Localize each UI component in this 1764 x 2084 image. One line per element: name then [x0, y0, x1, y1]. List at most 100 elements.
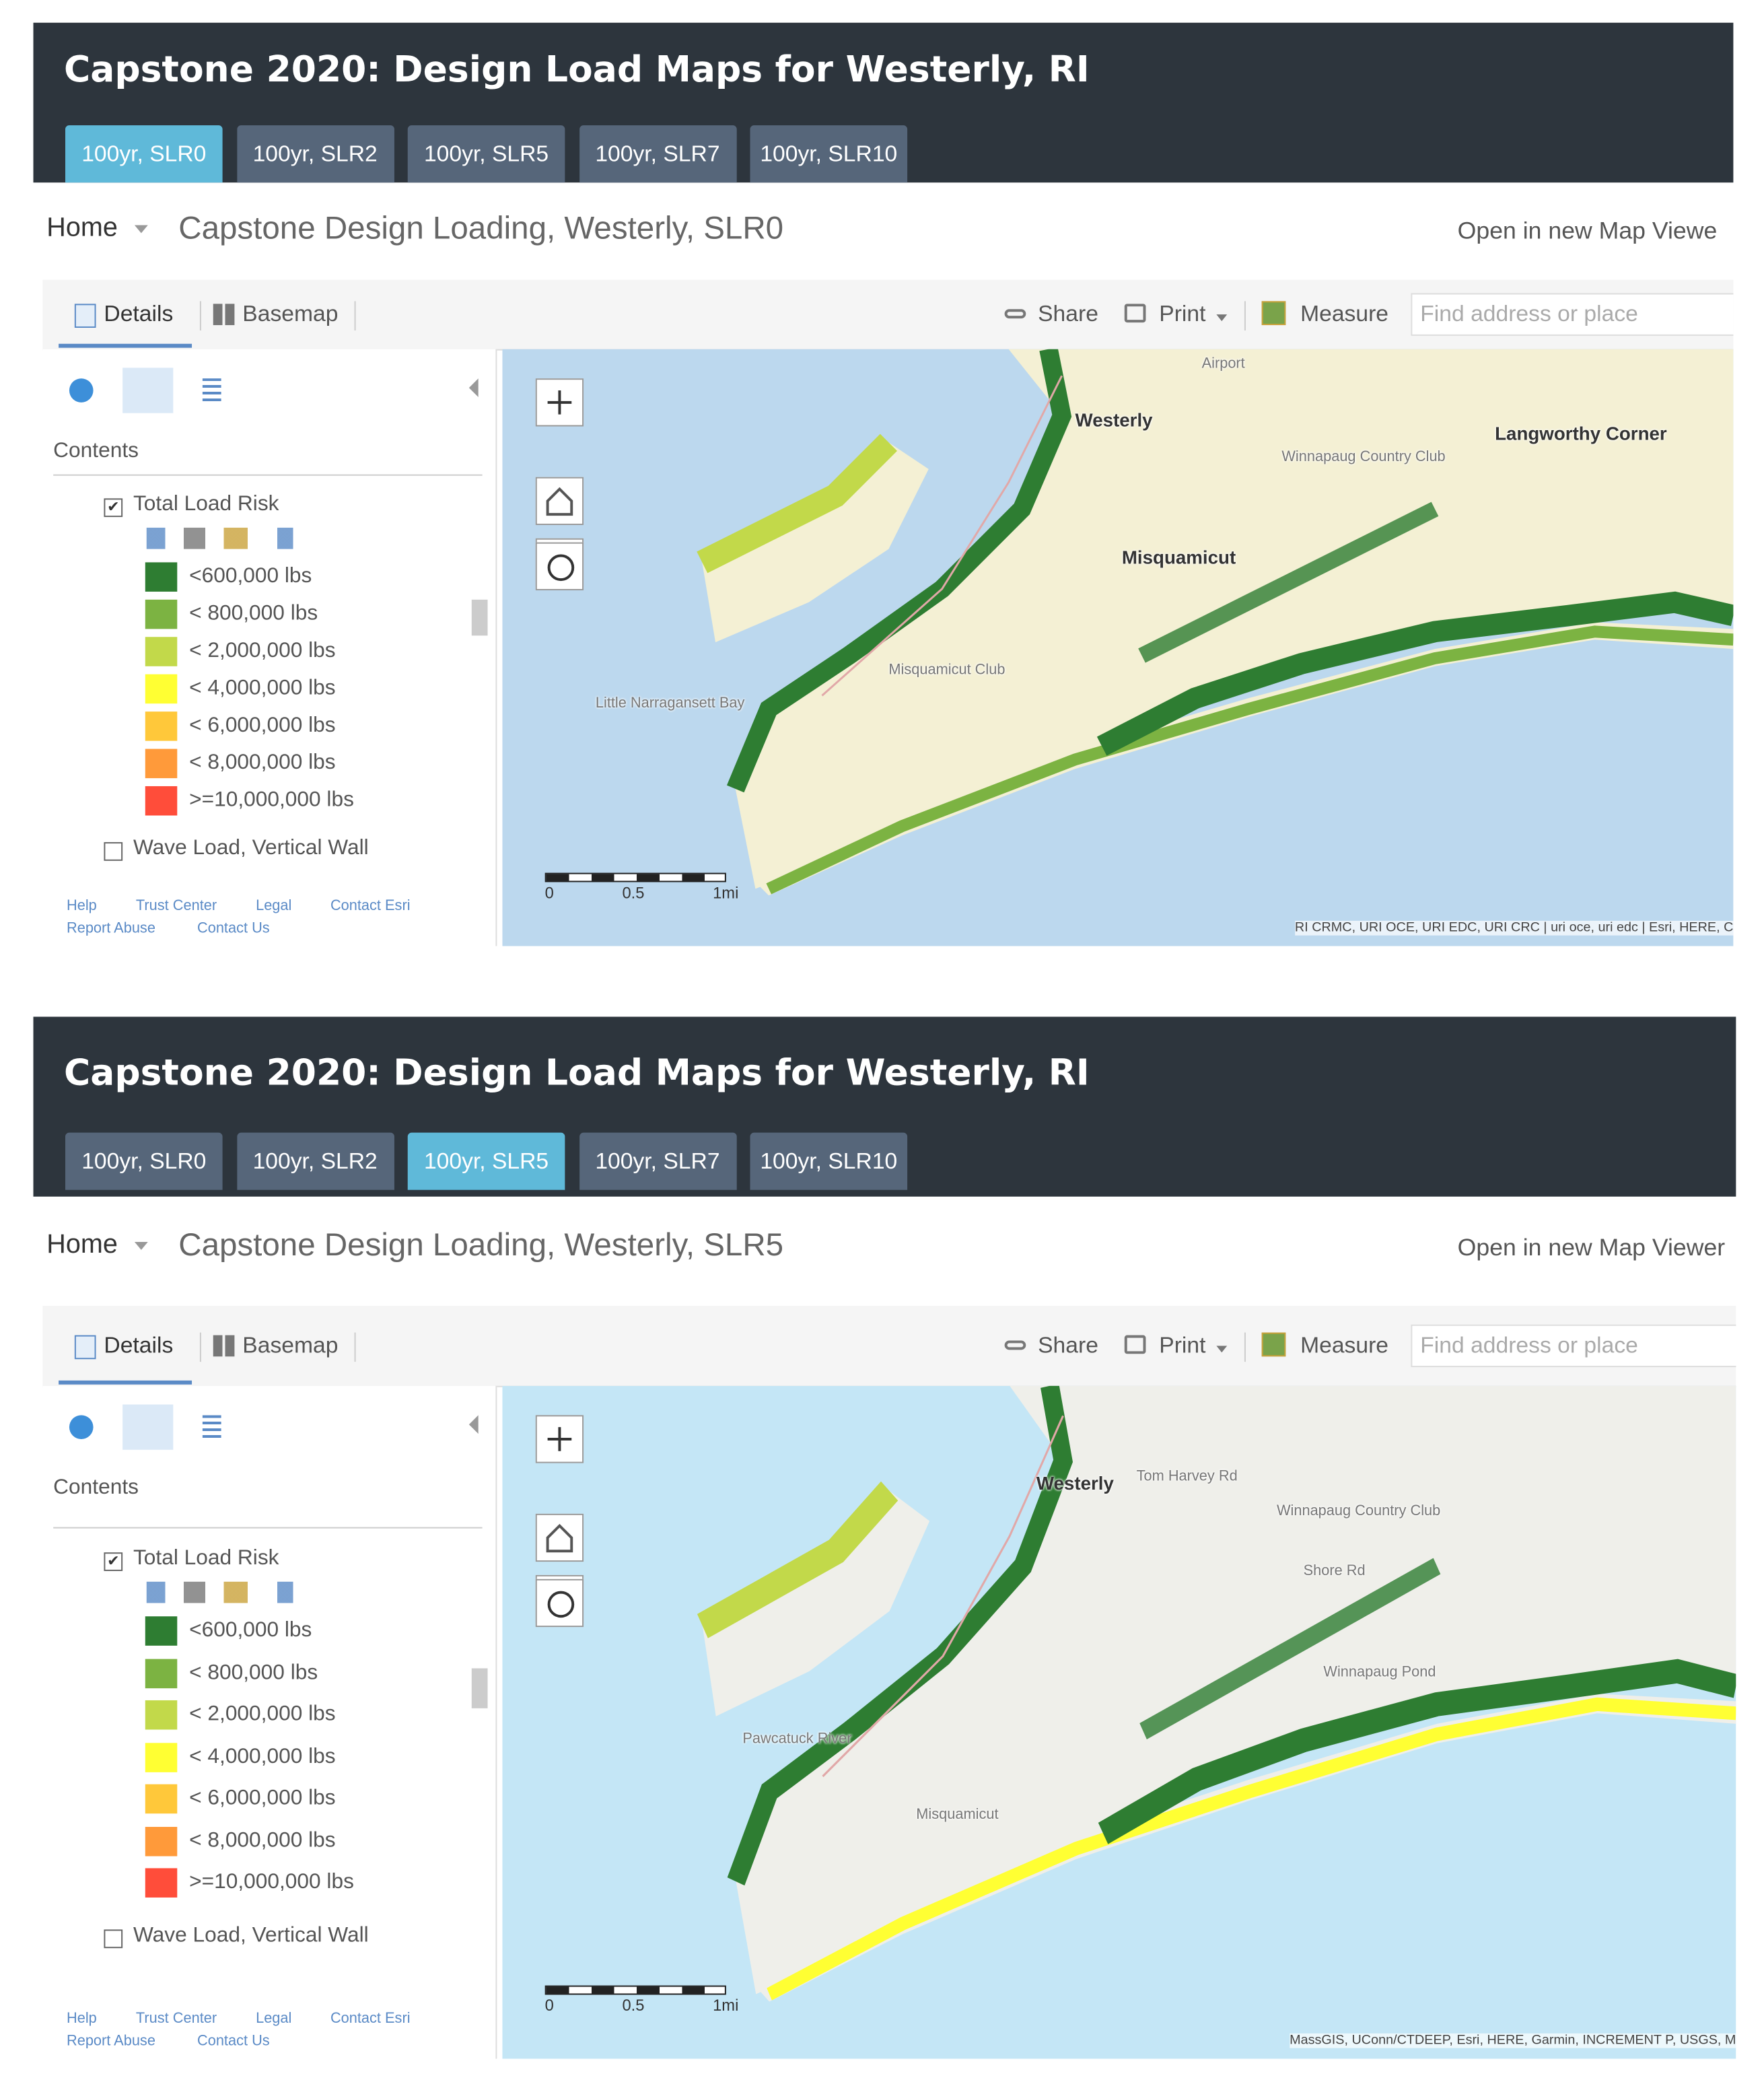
footer-link[interactable]: Legal [256, 898, 292, 915]
scrollbar-thumb [471, 600, 488, 636]
basemap-button[interactable]: Basemap [242, 1332, 339, 1358]
collapse-arrow[interactable] [468, 1415, 479, 1434]
tab[interactable]: 100yr, SLR2 [236, 1132, 394, 1190]
tab[interactable]: 100yr, SLR2 [236, 125, 394, 183]
map-label: Westerly [1036, 1473, 1114, 1494]
print-icon [1124, 304, 1146, 323]
open-map-viewer-link[interactable]: Open in new Map Viewer [1457, 1234, 1726, 1261]
scale-label: 0.5 [622, 1996, 645, 2015]
legend-label: < 800,000 lbs [189, 1661, 318, 1684]
basemap-button[interactable]: Basemap [242, 301, 339, 327]
map[interactable]: Westerly Tom Harvey Rd Winnapaug Country C… [502, 1385, 1736, 2059]
locate-button[interactable] [535, 542, 584, 590]
legend-swatch [145, 673, 178, 703]
layer-name: Wave Load, Vertical Wall [133, 836, 369, 859]
map-label: Westerly [1075, 409, 1153, 431]
tab[interactable]: 100yr, SLR5 [407, 1132, 565, 1190]
home-menu[interactable]: Home [46, 1230, 118, 1259]
legend-label: < 800,000 lbs [189, 601, 318, 625]
home-button[interactable] [535, 477, 584, 525]
measure-button[interactable]: Measure [1300, 301, 1389, 327]
map-label: Misquamicut [916, 1806, 999, 1823]
home-button[interactable] [535, 1513, 584, 1562]
scale-bar [544, 872, 726, 882]
map-label: Misquamicut Club [888, 662, 1006, 679]
road [822, 1415, 1064, 1778]
zoom-in-button[interactable] [535, 378, 584, 427]
layer-checkbox[interactable] [104, 841, 123, 860]
details-button[interactable]: Details [104, 1332, 174, 1358]
home-menu[interactable]: Home [46, 213, 118, 243]
details-button[interactable]: Details [104, 301, 174, 327]
share-icon [1004, 309, 1026, 319]
footer-link[interactable]: Help [66, 898, 97, 915]
measure-button[interactable]: Measure [1300, 1332, 1389, 1358]
attribution: RI CRMC, URI OCE, URI EDC, URI CRC | uri… [1294, 920, 1734, 936]
print-button[interactable]: Print [1159, 1332, 1206, 1358]
scale-label: 1mi [713, 1996, 739, 2015]
share-button[interactable]: Share [1038, 301, 1098, 327]
info-icon [69, 1415, 94, 1439]
footer-link[interactable]: Contact Esri [330, 898, 411, 915]
tab[interactable]: 100yr, SLR10 [750, 125, 908, 183]
layer-checkbox[interactable]: ✔ [104, 1552, 123, 1572]
footer-link[interactable]: Trust Center [135, 898, 217, 915]
layer-name: Total Load Risk [133, 1547, 279, 1570]
footer-link[interactable]: Report Abuse [66, 920, 155, 937]
open-map-viewer-link[interactable]: Open in new Map Viewe [1457, 217, 1718, 244]
legend-swatch [145, 786, 178, 815]
tab[interactable]: 100yr, SLR10 [750, 1132, 908, 1190]
collapse-arrow[interactable] [468, 378, 479, 397]
legend-swatch [145, 636, 178, 666]
print-caret [1216, 1346, 1228, 1353]
map-label: Pawcatuck River [742, 1731, 852, 1747]
basemap-icon [213, 304, 235, 326]
layer-checkbox[interactable]: ✔ [104, 497, 123, 517]
map-label: Misquamicut [1121, 546, 1236, 568]
home-caret [134, 1241, 148, 1250]
footer-link[interactable]: Contact Us [197, 920, 270, 937]
tab[interactable]: 100yr, SLR5 [407, 125, 565, 183]
footer-link[interactable]: Legal [256, 2011, 292, 2027]
legend-label: <600,000 lbs [189, 1619, 312, 1642]
print-button[interactable]: Print [1159, 301, 1206, 327]
legend-label: < 8,000,000 lbs [189, 1829, 336, 1852]
content-icon [122, 1404, 174, 1450]
legend-label: >=10,000,000 lbs [189, 1871, 354, 1894]
risk-band [1139, 1558, 1441, 1739]
legend-swatch [145, 1826, 178, 1856]
toolbar: Details Basemap Share Print Measure Find addr… [42, 1306, 1736, 1387]
legend-swatch [145, 1784, 178, 1814]
header-bar: Capstone 2020: Design Load Maps for West… [33, 22, 1734, 183]
risk-band [766, 625, 1734, 895]
risk-band [767, 1697, 1736, 2001]
separator [199, 1332, 201, 1362]
legend-swatch [145, 561, 178, 591]
tab[interactable]: 100yr, SLR7 [579, 1132, 736, 1190]
footer-link[interactable]: Help [66, 2011, 97, 2027]
footer-link[interactable]: Report Abuse [66, 2033, 155, 2050]
search-box[interactable]: Find address or place [1411, 1324, 1736, 1368]
legend-label: < 6,000,000 lbs [189, 1787, 336, 1810]
footer-link[interactable]: Trust Center [135, 2011, 217, 2027]
legend-swatch [145, 1700, 178, 1730]
scale-bar [544, 1985, 726, 1995]
search-box[interactable]: Find address or place [1411, 293, 1734, 336]
header-bar: Capstone 2020: Design Load Maps for West… [33, 1016, 1736, 1197]
footer-link[interactable]: Contact Us [197, 2033, 270, 2050]
footer-link[interactable]: Contact Esri [330, 2011, 411, 2027]
tab[interactable]: 100yr, SLR0 [65, 125, 223, 183]
risk-band [697, 1481, 898, 1638]
share-button[interactable]: Share [1038, 1332, 1098, 1358]
road [821, 375, 1063, 697]
tab[interactable]: 100yr, SLR0 [65, 1132, 223, 1190]
layer-checkbox[interactable] [104, 1929, 123, 1948]
locate-button[interactable] [535, 1578, 584, 1628]
contents-heading: Contents [53, 1476, 139, 1500]
measure-icon [1261, 1332, 1286, 1357]
button-icon [546, 1523, 573, 1553]
details-icon [74, 1335, 96, 1360]
tab[interactable]: 100yr, SLR7 [579, 125, 736, 183]
zoom-in-button[interactable] [535, 1415, 584, 1463]
map[interactable]: Westerly Langworthy Corner Misquamicut Winn… [502, 349, 1734, 946]
